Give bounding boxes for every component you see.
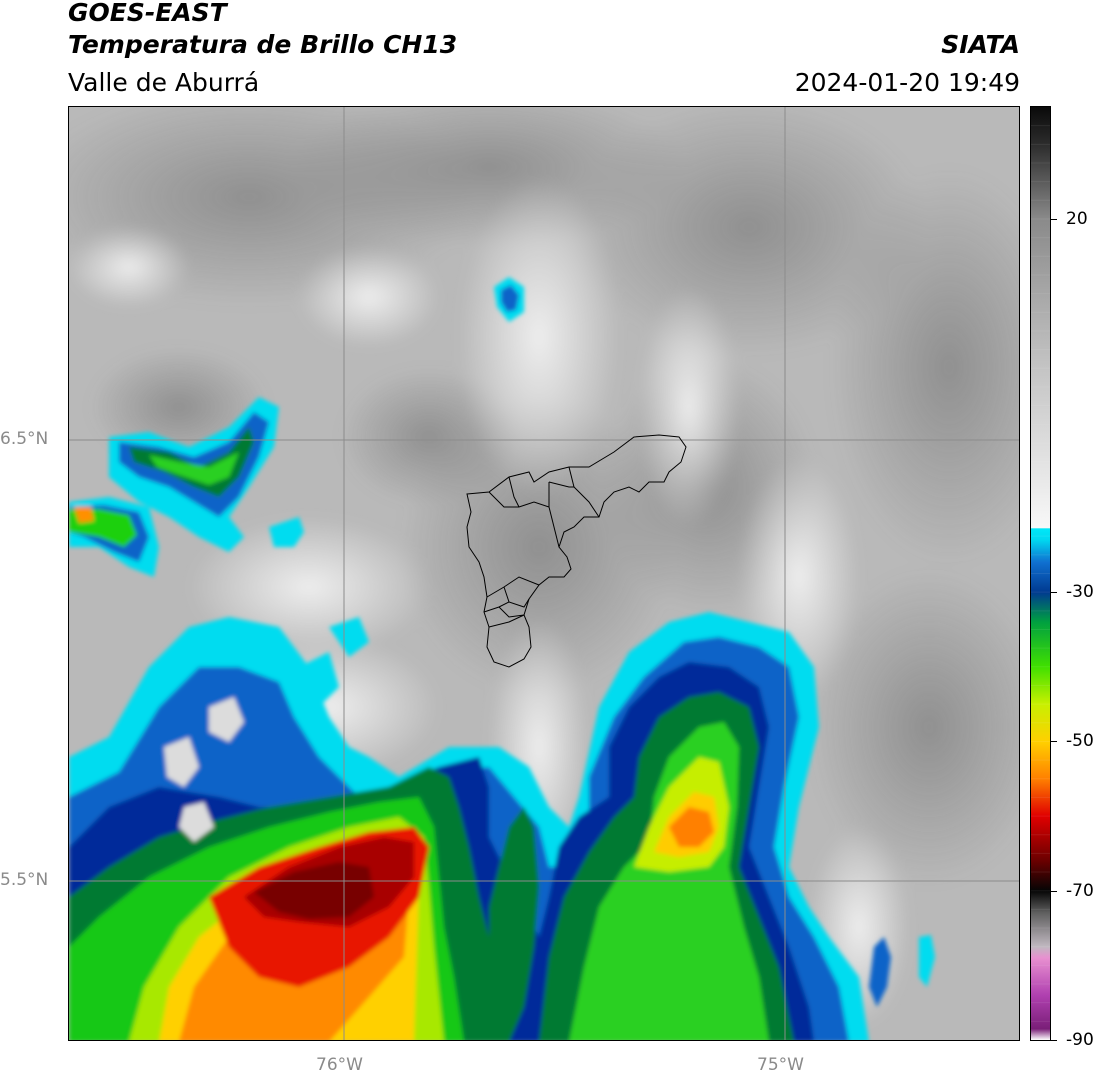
colorbar-tick-label: 20 bbox=[1066, 209, 1088, 229]
valle-de-aburra-outline bbox=[466, 434, 687, 668]
colorbar-fill bbox=[1031, 107, 1050, 1040]
datetime-label: 2024-01-20 19:49 bbox=[794, 68, 1020, 97]
lon-label-75w: 75°W bbox=[757, 1055, 804, 1075]
colorbar-tick-label: -90 bbox=[1066, 1030, 1094, 1050]
lat-label-6-5n: 6.5°N bbox=[0, 429, 49, 449]
colorbar-tick-mark bbox=[1051, 592, 1057, 593]
gray-cloud-texture bbox=[69, 107, 1019, 1027]
product-title: Temperatura de Brillo CH13 bbox=[68, 30, 458, 59]
colorbar-tick-label: -70 bbox=[1066, 881, 1094, 901]
satellite-image-map[interactable] bbox=[68, 106, 1020, 1041]
temperature-colorbar bbox=[1030, 106, 1051, 1041]
region-label: Valle de Aburrá bbox=[68, 68, 260, 97]
graticule bbox=[69, 107, 1019, 1040]
colorbar-tick-label: -30 bbox=[1066, 582, 1094, 602]
colorbar-gradient bbox=[1031, 107, 1050, 1040]
satellite-title: GOES-EAST bbox=[68, 0, 227, 27]
valle-de-aburra-boundaries bbox=[466, 434, 687, 668]
colorbar-tick-mark bbox=[1051, 219, 1057, 220]
colorbar-tick-mark bbox=[1051, 741, 1057, 742]
colorbar-tick-label: -50 bbox=[1066, 731, 1094, 751]
colorbar-tick-mark bbox=[1051, 1040, 1057, 1041]
colorbar-tick-mark bbox=[1051, 891, 1057, 892]
lon-label-76w: 76°W bbox=[316, 1055, 363, 1075]
brightness-temperature-field bbox=[69, 107, 1019, 1040]
agency-label: SIATA bbox=[941, 30, 1020, 59]
deep-convection-cloud-tops bbox=[69, 277, 935, 1040]
lat-label-5-5n: 5.5°N bbox=[0, 870, 49, 890]
